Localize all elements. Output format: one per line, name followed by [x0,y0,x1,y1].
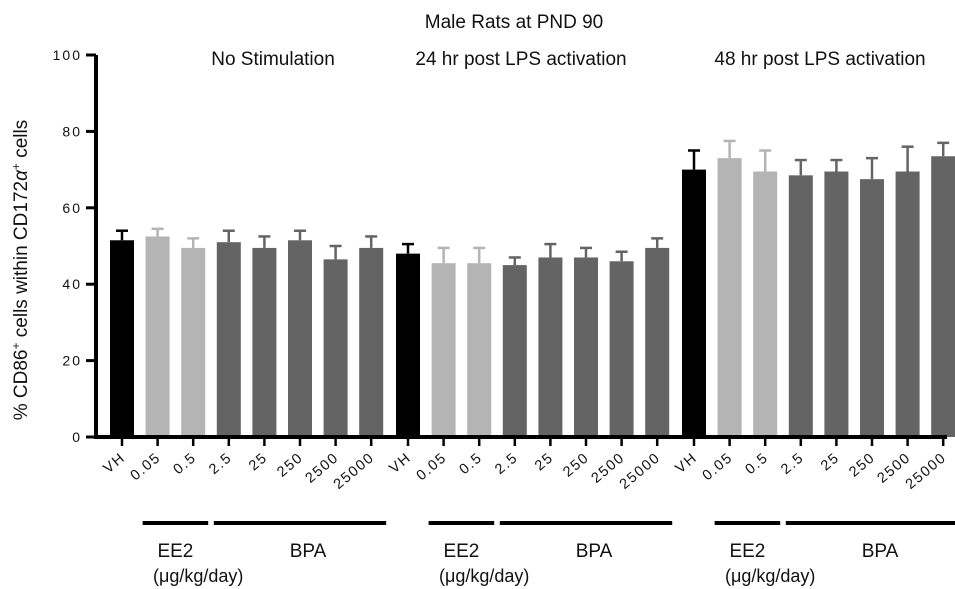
x-tick-label: VH [101,450,129,477]
bar [645,247,670,437]
dose-units-label: (μg/kg/day) [725,566,815,586]
bar [682,169,706,437]
x-tick-label: 2.5 [492,450,521,478]
y-label-alpha: α [11,169,32,181]
y-tick-label: 40 [62,276,82,292]
x-tick-label: 250 [846,450,878,481]
bar [824,171,849,437]
bar [753,171,778,437]
bar [323,259,348,437]
y-label-sup-1: + [9,342,23,349]
y-axis-label: % CD86+ cells within CD172α+ cells [9,120,32,421]
y-tick-label: 100 [53,47,82,63]
bar [538,257,563,437]
bar [288,240,312,437]
y-label-part-2: cells within CD172 [11,181,32,343]
bar [788,175,813,437]
x-tick-label: 2.5 [778,450,807,478]
x-tick-label: 25000 [617,450,664,493]
y-axis: 0 20 40 60 80 100 [53,47,98,445]
group-title: No Stimulation [211,49,335,70]
dose-brackets: EE2 BPA (μg/kg/day) EE2 BPA (μg/kg/day) EE2 BPA… [142,521,955,586]
bar [145,236,170,437]
ee2-label: EE2 [157,541,193,562]
y-tick-label: 0 [72,429,82,445]
y-tick-label: 80 [62,123,82,139]
dose-units-label: (μg/kg/day) [439,566,529,586]
plot-area: No Stimulation 24 hr post LPS activation 4… [110,49,955,438]
bar [860,179,884,437]
bar [431,263,456,437]
bpa-label: BPA [862,541,899,562]
y-tick-label: 20 [62,353,82,369]
x-tick-label: VH [673,450,701,477]
bar [216,242,241,437]
y-tick-label: 60 [62,200,82,216]
x-tick-label: 0.5 [457,450,486,478]
x-tick-label: VH [387,450,415,477]
bar [574,257,598,437]
y-label-sup-2: + [9,163,23,170]
x-tick-label: 2.5 [206,450,235,478]
group-title: 24 hr post LPS activation [415,49,626,70]
bpa-label: BPA [290,541,327,562]
group-title: 48 hr post LPS activation [714,49,925,70]
x-tick-label: 0.05 [414,450,451,484]
bar [931,156,955,438]
x-tick-label: 0.05 [700,450,737,484]
bar [609,261,634,437]
x-tick-label: 0.5 [171,450,200,478]
ee2-label: EE2 [729,541,765,562]
dose-units-label: (μg/kg/day) [153,566,243,586]
bar [396,253,420,437]
bar [181,247,206,437]
x-tick-label: 25000 [331,450,378,493]
x-tick-label: 25 [532,450,557,475]
chart-title: Male Rats at PND 90 [425,12,603,33]
bar [252,247,277,437]
bar [467,263,492,437]
x-tick-label: 25 [818,450,843,475]
bar [359,247,384,437]
bar [717,158,742,437]
bpa-label: BPA [576,541,613,562]
ee2-label: EE2 [443,541,479,562]
x-tick-label: 0.5 [743,450,772,478]
bar [502,265,527,437]
x-tick-label: 250 [274,450,306,481]
y-label-part-3: cells [11,120,32,163]
x-tick-label: 250 [560,450,592,481]
bar [110,240,134,437]
bar [895,171,920,437]
x-tick-label: 25 [246,450,271,475]
x-tick-label: 25000 [903,450,950,493]
y-label-part-1: % CD86 [11,350,32,421]
x-tick-label: 0.05 [128,450,165,484]
